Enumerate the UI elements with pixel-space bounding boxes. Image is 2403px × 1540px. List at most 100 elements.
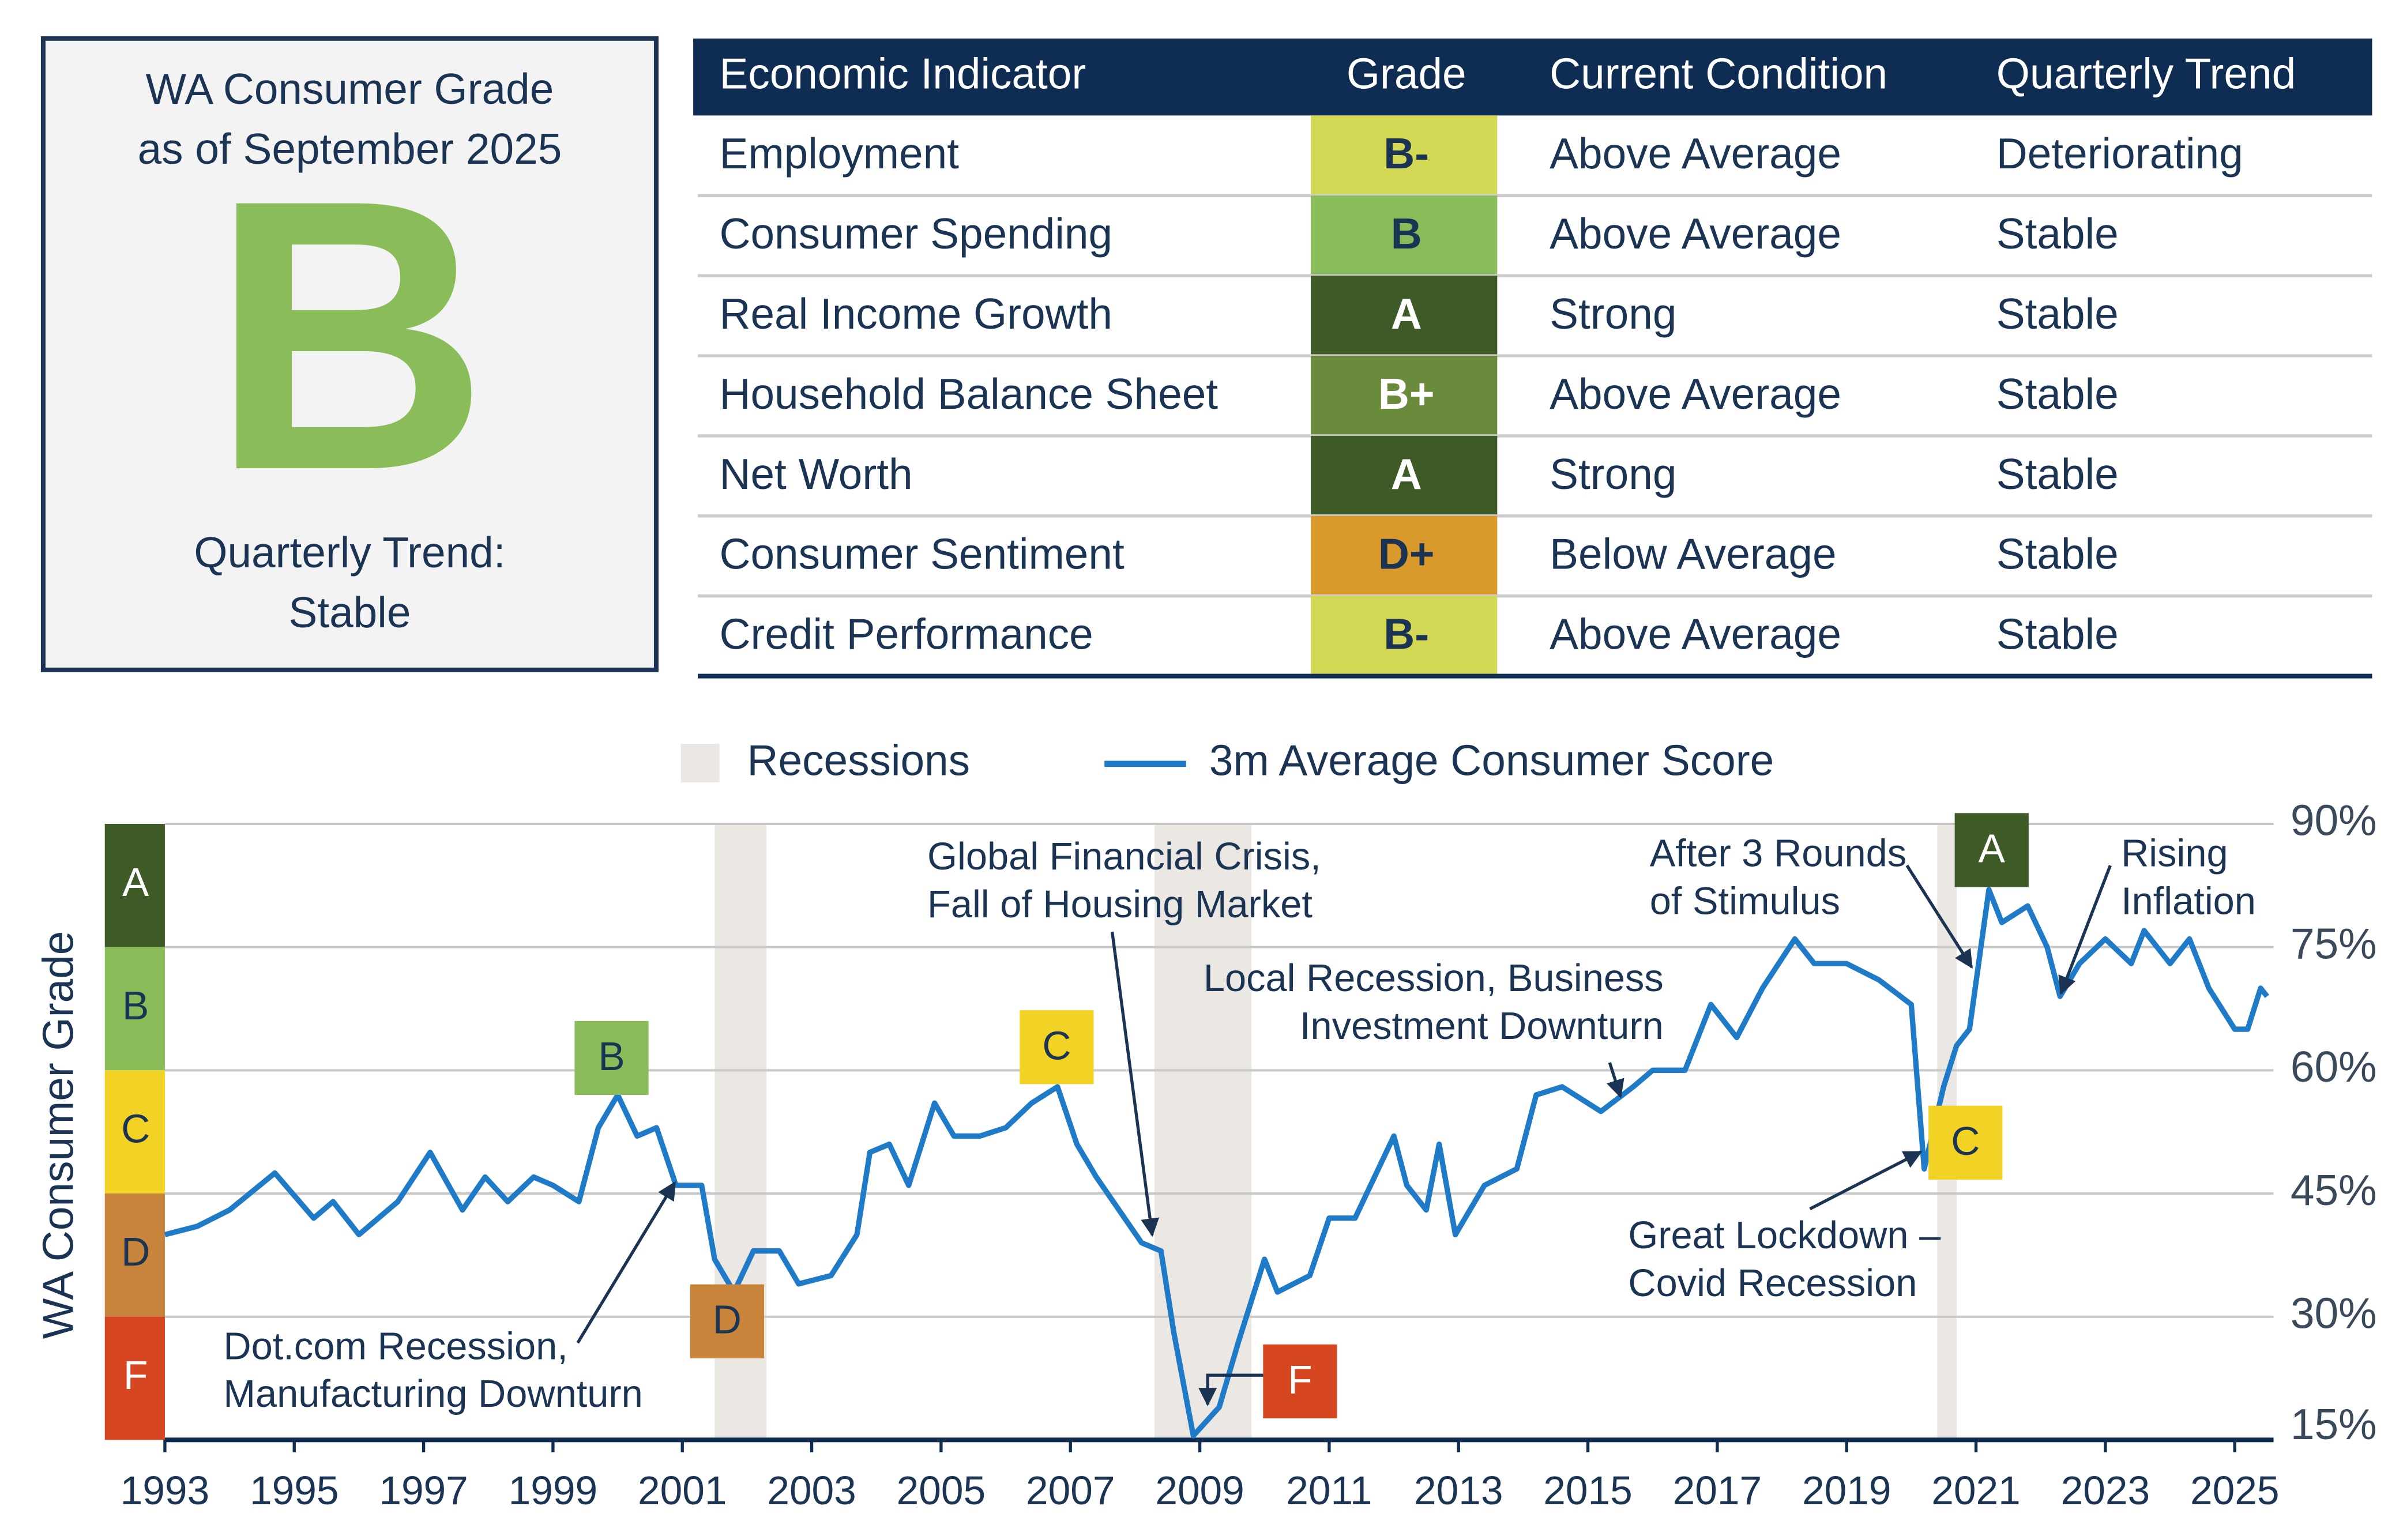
grade-text: B- (1383, 129, 1429, 178)
recession-band (1155, 823, 1252, 1440)
card-title: WA Consumer Grade (146, 65, 554, 113)
grade-cell (1311, 356, 1498, 436)
annotation: Great Lockdown – (1628, 1214, 1941, 1257)
grade-band (104, 1193, 165, 1317)
annotation: Manufacturing Downturn (223, 1373, 642, 1415)
x-tick-label: 2003 (767, 1468, 856, 1513)
grade-marker-label: C (1951, 1119, 1980, 1164)
annotation: Dot.com Recession, (223, 1325, 567, 1368)
card-trend: Stable (288, 588, 411, 637)
annotation: Covid Recession (1628, 1262, 1917, 1305)
grade-text: A (1391, 450, 1422, 498)
grade-cell (1311, 276, 1498, 356)
x-tick-label: 2023 (2061, 1468, 2150, 1513)
x-tick-label: 2011 (1286, 1468, 1372, 1513)
y-tick-label: 30% (2291, 1289, 2377, 1337)
grade-band-label: A (122, 860, 149, 905)
card-date: as of September 2025 (138, 125, 562, 173)
grade-text: B+ (1378, 370, 1435, 418)
x-tick-label: 2013 (1414, 1468, 1503, 1513)
grade-band (104, 1070, 165, 1194)
table-cell: Strong (1550, 450, 1676, 498)
grade-marker-label: A (1979, 826, 2006, 871)
grade-marker (574, 1021, 649, 1095)
card-grade: B (210, 120, 488, 550)
annotation: Inflation (2121, 880, 2256, 923)
table-cell: Above Average (1550, 610, 1841, 658)
grade-marker (690, 1284, 764, 1358)
legend-label: Recessions (747, 736, 970, 785)
table-cell: Deteriorating (1996, 129, 2243, 178)
x-tick-label: 1997 (379, 1468, 468, 1513)
annotation: Fall of Housing Market (927, 883, 1313, 926)
x-tick-label: 2007 (1026, 1468, 1115, 1513)
column-header: Grade (1347, 49, 1466, 97)
y-tick-label: 60% (2291, 1042, 2377, 1091)
grade-text: A (1391, 289, 1422, 338)
x-tick-label: 2009 (1155, 1468, 1244, 1513)
grade-text: B- (1383, 610, 1429, 658)
card-trend-label: Quarterly Trend: (194, 528, 505, 577)
grade-cell (1311, 596, 1498, 676)
grade-marker-label: C (1042, 1023, 1071, 1068)
y-tick-label: 15% (2291, 1400, 2377, 1448)
grade-band (104, 823, 165, 947)
table-cell: Stable (1996, 370, 2119, 418)
annotation-arrow (576, 1181, 676, 1344)
annotation: Global Financial Crisis, (927, 835, 1321, 878)
grade-band-label: D (121, 1229, 150, 1274)
y-tick-label: 45% (2291, 1166, 2377, 1214)
annotation: Investment Downturn (1300, 1005, 1664, 1048)
table-cell: Below Average (1550, 530, 1836, 578)
grade-band-label: B (122, 983, 149, 1028)
grade-cell (1311, 195, 1498, 276)
legend-swatch (680, 744, 720, 782)
grade-text: D+ (1378, 530, 1435, 578)
x-tick-label: 2017 (1673, 1468, 1762, 1513)
grade-marker-label: F (1288, 1357, 1312, 1402)
grade-marker (1020, 1010, 1094, 1085)
series-line (164, 887, 2269, 1439)
table-cell: Above Average (1550, 129, 1841, 178)
table-header (693, 38, 2372, 116)
annotation-arrow (1198, 1373, 1263, 1407)
x-tick-label: 2001 (638, 1468, 727, 1513)
table-cell: Net Worth (719, 450, 912, 498)
grade-cell (1311, 435, 1498, 516)
x-tick-label: 2021 (1931, 1468, 2020, 1513)
y-tick-label: 90% (2291, 796, 2377, 845)
grade-text: B (1391, 209, 1422, 258)
x-tick-label: 1993 (121, 1468, 209, 1513)
annotation-arrow (1110, 931, 1160, 1237)
annotation-arrow (1809, 1150, 1923, 1211)
table-cell: Consumer Spending (719, 209, 1112, 258)
grade-marker (1263, 1344, 1337, 1418)
table-cell: Stable (1996, 209, 2119, 258)
y-axis-label: WA Consumer Grade (34, 931, 82, 1339)
grade-band-label: F (123, 1353, 148, 1398)
annotation: After 3 Rounds (1650, 833, 1906, 875)
legend-label: 3m Average Consumer Score (1209, 736, 1774, 785)
annotation: of Stimulus (1650, 880, 1840, 923)
table-cell: Consumer Sentiment (719, 530, 1125, 578)
grade-marker-label: D (713, 1297, 742, 1342)
grade-cell (1311, 115, 1498, 196)
table-cell: Stable (1996, 530, 2119, 578)
annotation-arrow (2058, 865, 2112, 995)
table-cell: Above Average (1550, 370, 1841, 418)
annotation-arrow (1905, 864, 1973, 969)
grade-marker (1954, 813, 2029, 887)
column-header: Economic Indicator (719, 49, 1086, 97)
table-cell: Employment (719, 129, 959, 178)
grade-band-label: C (121, 1106, 150, 1151)
table-cell: Real Income Growth (719, 289, 1112, 338)
grade-card (40, 36, 659, 672)
x-tick-label: 2019 (1802, 1468, 1891, 1513)
x-tick-label: 1995 (250, 1468, 339, 1513)
table-cell: Stable (1996, 289, 2119, 338)
table-cell: Stable (1996, 450, 2119, 498)
grade-band (104, 1316, 165, 1440)
table-cell: Stable (1996, 610, 2119, 658)
annotation: Local Recession, Business (1204, 957, 1664, 1000)
